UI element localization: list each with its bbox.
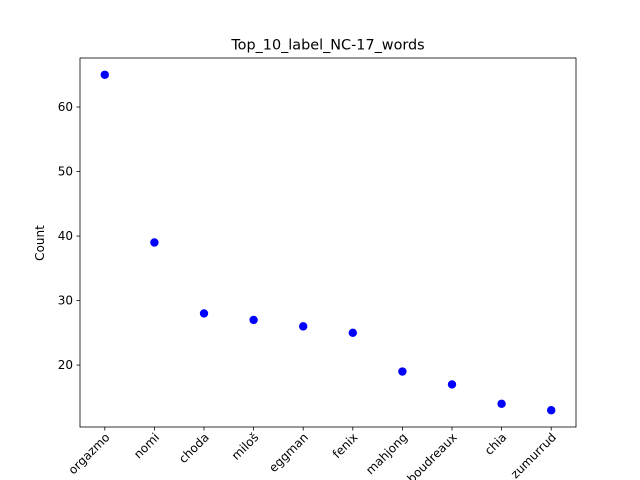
data-point	[249, 315, 258, 325]
data-points	[100, 70, 556, 415]
data-point	[398, 367, 407, 376]
data-point	[150, 238, 159, 247]
data-point	[547, 406, 556, 415]
y-tick-label: 50	[58, 165, 73, 179]
y-axis-label: Count	[33, 225, 47, 261]
plot-frame	[79, 57, 577, 428]
data-point	[447, 380, 457, 389]
data-point	[100, 70, 110, 79]
y-tick-label: 30	[58, 294, 73, 308]
data-point	[299, 322, 308, 331]
data-point	[199, 309, 209, 318]
y-axis-ticks: 20 30 40 50 60	[58, 100, 80, 372]
y-tick-label: 40	[58, 229, 73, 243]
data-point	[497, 399, 506, 408]
data-point	[348, 328, 357, 338]
chart-title: Top_10_label_NC-17_words	[230, 38, 424, 54]
y-tick-label: 60	[58, 100, 73, 114]
y-tick-label: 20	[58, 358, 73, 372]
